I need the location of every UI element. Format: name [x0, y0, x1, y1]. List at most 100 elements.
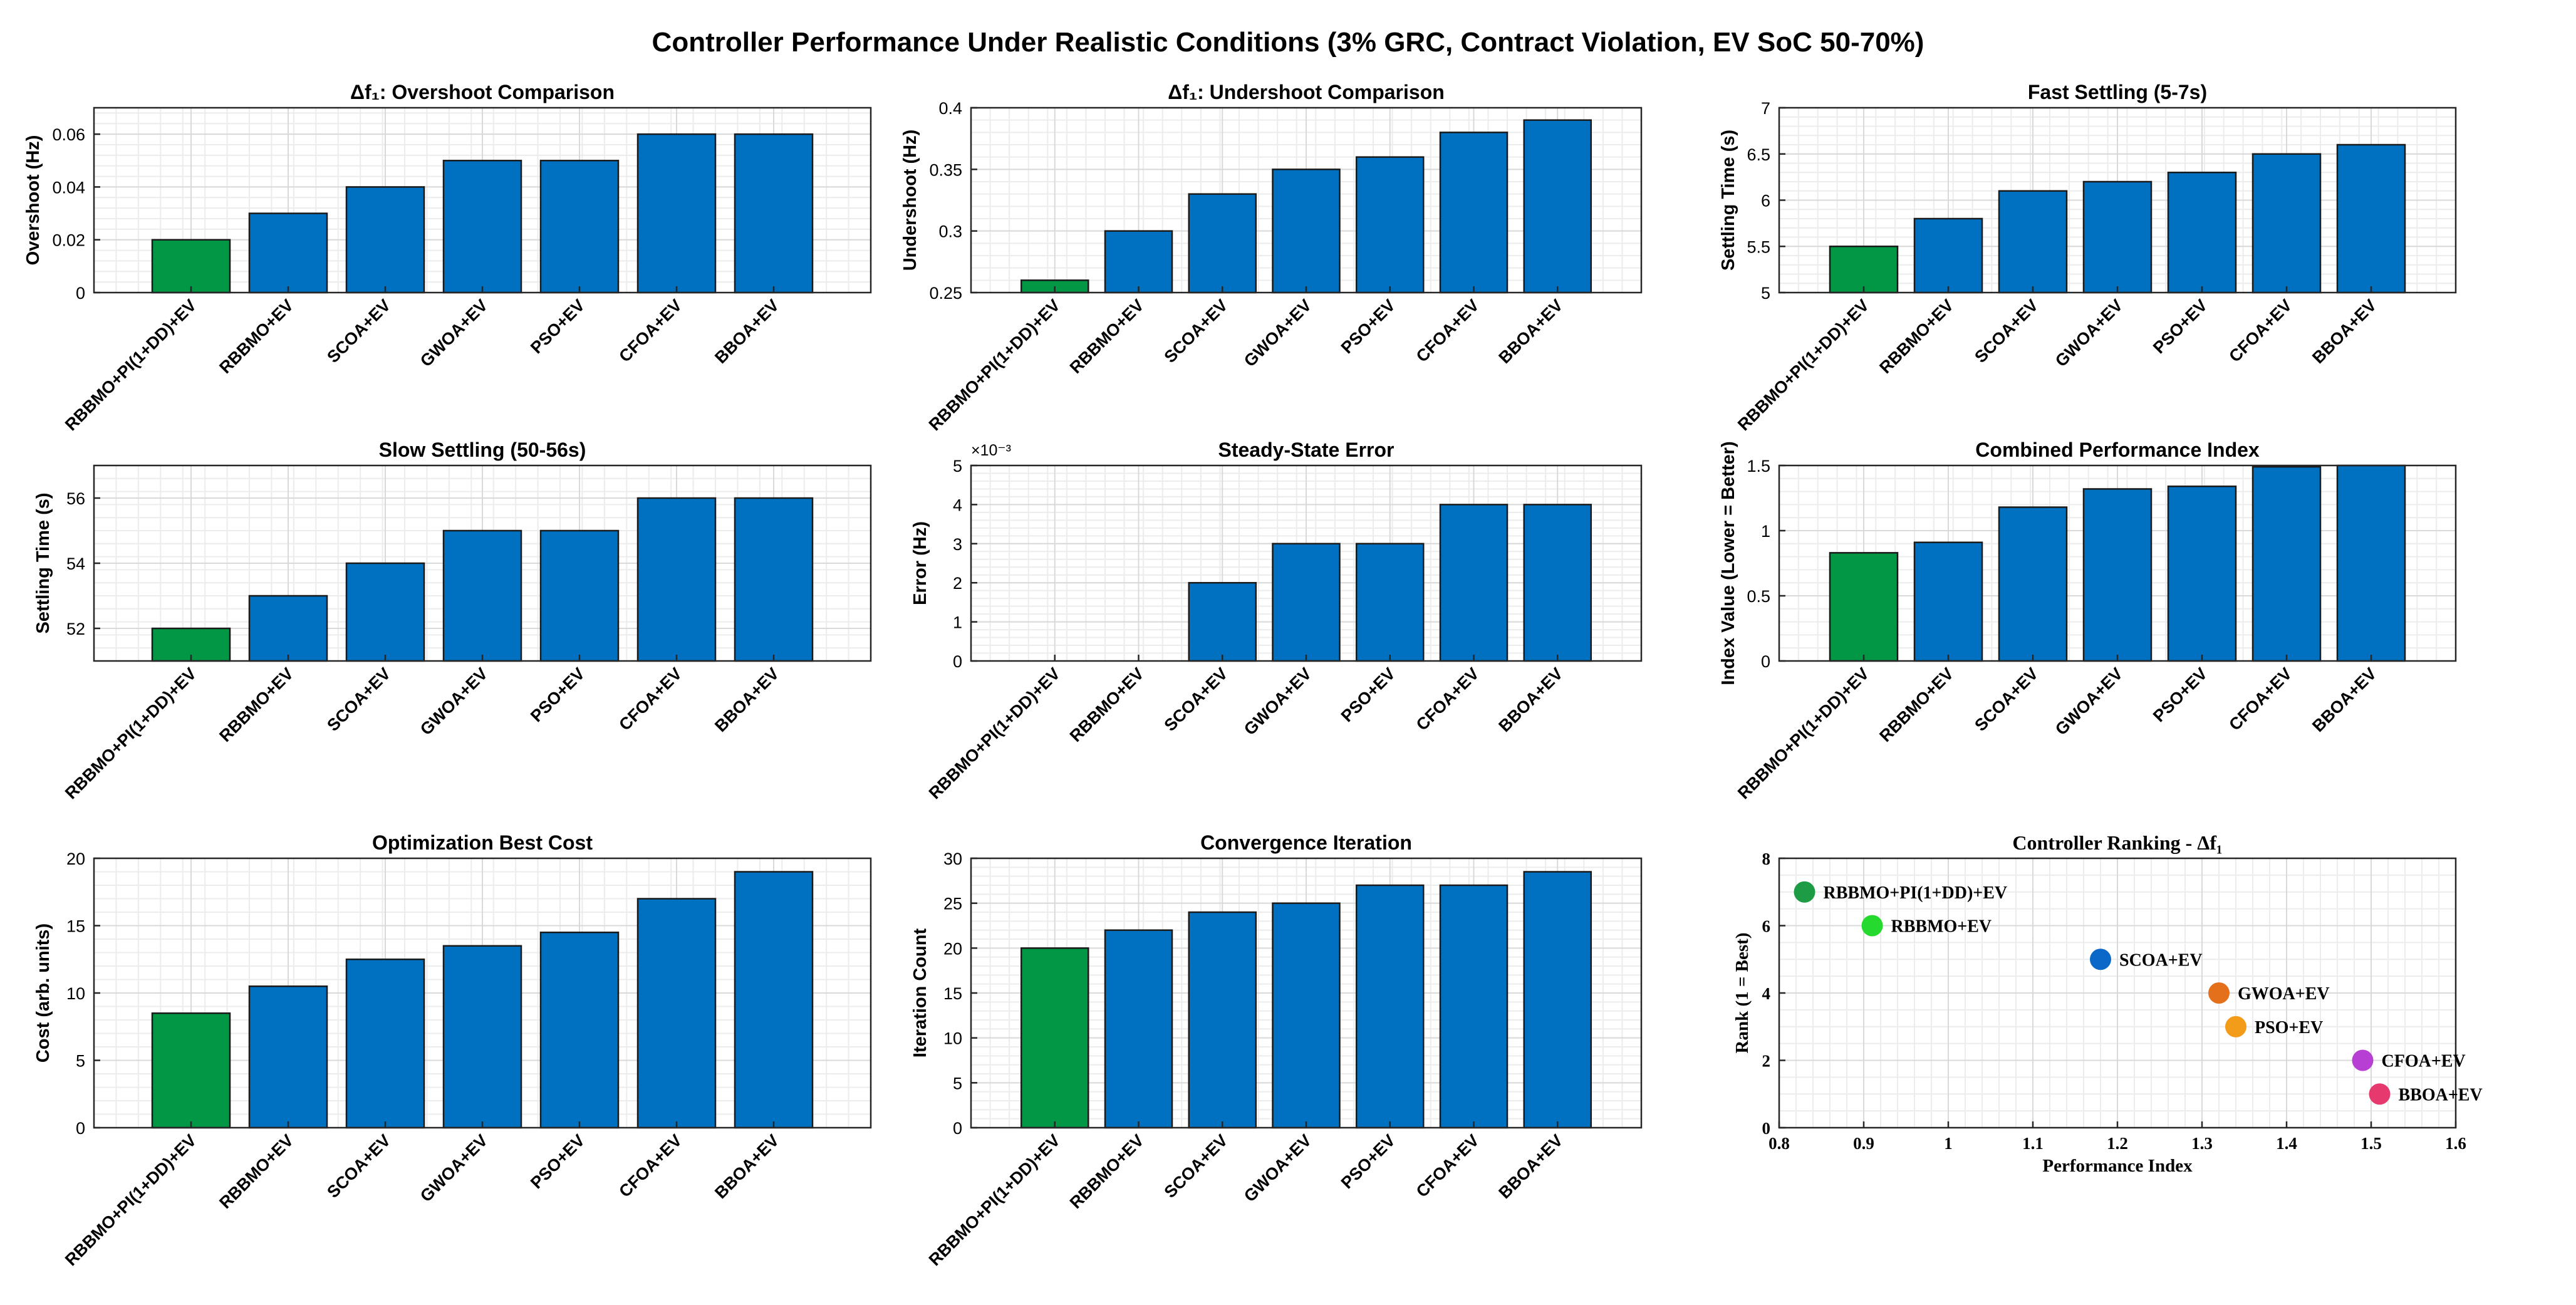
y-tick-label: 5.5: [1747, 237, 1770, 256]
bar-rbbmo-ev: [1913, 217, 1983, 294]
bar-cfoa-ev: [636, 497, 717, 662]
bar-bboa-ev: [1523, 504, 1592, 662]
bar-pso-ev: [539, 932, 620, 1129]
y-tick-label: 20: [66, 850, 85, 868]
y-tick-label: 8: [1762, 850, 1771, 868]
bar-cfoa-ev: [2251, 153, 2322, 294]
y-axis-label: Overshoot (Hz): [23, 135, 43, 266]
bar-bboa-ev: [2336, 143, 2406, 294]
y-exponent-label: ×10⁻³: [971, 442, 1011, 459]
bar-rbbmo-ev: [1913, 541, 1983, 662]
x-tick-label: 1.5: [2360, 1134, 2382, 1153]
bar-pso-ev: [1356, 156, 1425, 294]
y-tick-label: 1.5: [1747, 457, 1770, 476]
bar-pso-ev: [539, 160, 620, 294]
y-tick-label: 1: [953, 613, 962, 632]
bar-cfoa-ev: [2251, 465, 2322, 662]
chart-title: Optimization Best Cost: [372, 831, 593, 854]
y-tick-label: 52: [66, 620, 85, 638]
y-tick-label: 6: [1761, 192, 1770, 211]
bar-scoa-ev: [345, 959, 425, 1129]
point-label: CFOA+EV: [2382, 1052, 2466, 1071]
bar-gwoa-ev: [2082, 180, 2153, 294]
y-axis-label: Rank (1 = Best): [1732, 933, 1752, 1054]
y-tick-label: 5: [1761, 284, 1770, 303]
bar-pso-ev: [539, 529, 620, 662]
point-label: PSO+EV: [2255, 1018, 2323, 1037]
point-pso-ev: [2225, 1016, 2246, 1037]
y-tick-label: 2: [953, 574, 962, 593]
bar-bboa-ev: [734, 497, 814, 662]
point-gwoa-ev: [2208, 982, 2230, 1004]
chart-title: Steady-State Error: [1218, 439, 1394, 461]
x-tick-label: 1.3: [2191, 1134, 2213, 1153]
bar-gwoa-ev: [1272, 902, 1341, 1129]
point-cfoa-ev: [2352, 1049, 2374, 1071]
y-tick-label: 5: [953, 1074, 962, 1093]
bar-rbbmo-ev: [248, 595, 328, 662]
y-tick-label: 0.4: [938, 99, 962, 118]
bar-scoa-ev: [1998, 506, 2068, 662]
x-tick-label: 1.4: [2276, 1134, 2297, 1153]
y-tick-label: 10: [943, 1029, 962, 1048]
chart-title: Slow Settling (50-56s): [379, 439, 586, 461]
bar-scoa-ev: [345, 186, 425, 294]
y-tick-label: 0: [1761, 652, 1770, 671]
y-tick-label: 0.25: [929, 284, 962, 303]
y-tick-label: 0: [953, 1119, 962, 1138]
y-tick-label: 4: [1762, 984, 1771, 1003]
bar-pso-ev: [2167, 486, 2237, 662]
bar-cfoa-ev: [636, 133, 717, 294]
x-tick-label: 1: [1944, 1134, 1953, 1153]
y-axis-label: Index Value (Lower = Better): [1718, 441, 1738, 685]
chart-title: Combined Performance Index: [1975, 439, 2260, 461]
bar-pso-ev: [2167, 172, 2237, 294]
y-tick-label: 0.06: [52, 125, 85, 144]
figure-title: Controller Performance Under Realistic C…: [652, 27, 1924, 58]
bar-rbbmo-pi-1-dd-ev: [151, 239, 231, 294]
bar-bboa-ev: [1523, 119, 1592, 294]
point-label: RBBMO+EV: [1891, 917, 1992, 937]
bar-rbbmo-pi-1-dd-ev: [1021, 947, 1089, 1129]
y-tick-label: 0: [953, 652, 962, 671]
bar-bboa-ev: [734, 133, 814, 294]
bar-gwoa-ev: [442, 529, 522, 662]
chart-title: Δf₁: Undershoot Comparison: [1168, 81, 1445, 103]
y-tick-label: 54: [66, 554, 85, 573]
scatter-chart-8: 0.8 0.9 1 1.1 1.2 1.3 1.4 1.5 1.6 0 2 4 6 8 RBBMO+PI(1…: [1732, 831, 2483, 1176]
bar-gwoa-ev: [442, 945, 522, 1129]
bar-scoa-ev: [345, 562, 425, 662]
chart-title: Fast Settling (5-7s): [2028, 81, 2207, 103]
bar-rbbmo-pi-1-dd-ev: [1829, 246, 1899, 294]
x-tick-label: 1.6: [2445, 1134, 2466, 1153]
y-axis-label: Cost (arb. units): [33, 923, 53, 1063]
bar-gwoa-ev: [1272, 543, 1341, 662]
y-tick-label: 5: [76, 1052, 85, 1071]
bar-bboa-ev: [734, 871, 814, 1129]
y-tick-label: 5: [953, 457, 962, 476]
y-tick-label: 10: [66, 984, 85, 1003]
bar-rbbmo-ev: [248, 985, 328, 1129]
y-axis-label: Iteration Count: [910, 928, 930, 1058]
y-tick-label: 6.5: [1747, 145, 1770, 164]
y-tick-label: 30: [943, 850, 962, 868]
y-tick-label: 15: [943, 984, 962, 1003]
bar-rbbmo-ev: [1104, 929, 1173, 1129]
y-axis-label: Settling Time (s): [33, 492, 53, 633]
point-bboa-ev: [2369, 1083, 2391, 1105]
point-rbbmo-pi-1-dd-ev: [1794, 881, 1815, 903]
y-tick-label: 0.04: [52, 178, 85, 197]
bar-pso-ev: [1356, 543, 1425, 662]
x-axis-label: Performance Index: [2042, 1156, 2193, 1176]
y-tick-label: 56: [66, 489, 85, 508]
bar-rbbmo-ev: [1104, 230, 1173, 294]
y-tick-label: 25: [943, 895, 962, 913]
bar-bboa-ev: [1523, 871, 1592, 1129]
y-tick-label: 0: [76, 284, 85, 303]
bar-cfoa-ev: [636, 898, 717, 1129]
bar-scoa-ev: [1188, 911, 1257, 1129]
point-label: BBOA+EV: [2399, 1085, 2483, 1105]
bar-cfoa-ev: [1439, 132, 1509, 294]
